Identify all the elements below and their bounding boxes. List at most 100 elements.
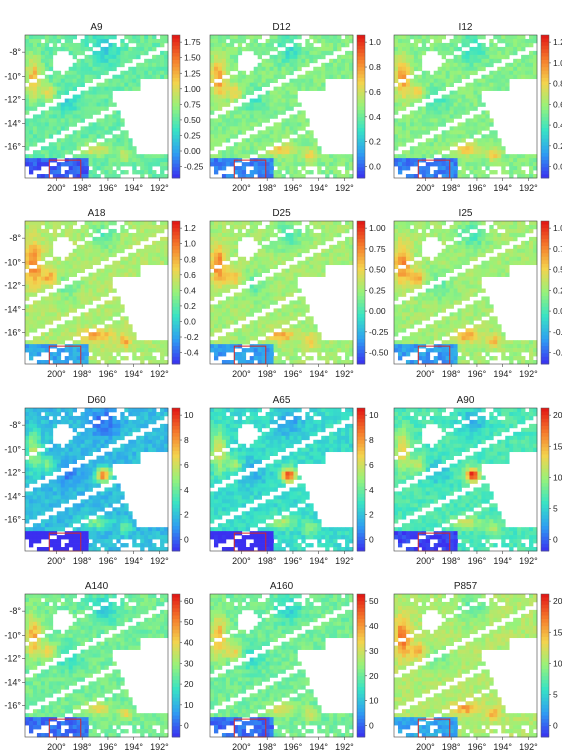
heatmap-cell: [321, 46, 326, 52]
heatmap-cell: [221, 62, 227, 68]
colorbar-segment: [172, 335, 180, 340]
heatmap-cell: [281, 280, 286, 285]
heatmap-cell: [425, 154, 431, 159]
heatmap-cell: [441, 50, 446, 56]
heatmap-cell: [156, 360, 161, 365]
heatmap-cell: [265, 150, 270, 155]
heatmap-cell: [128, 138, 133, 143]
heatmap-cell: [297, 300, 302, 305]
heatmap-cell: [88, 98, 93, 103]
heatmap-cell: [229, 300, 235, 305]
heatmap-cell: [233, 62, 239, 68]
heatmap-cell: [136, 42, 141, 48]
heatmap-cell: [321, 224, 326, 230]
heatmap-cell: [265, 300, 270, 305]
heatmap-cell: [345, 162, 350, 167]
heatmap-cell: [136, 162, 141, 167]
heatmap-cell: [152, 340, 157, 345]
heatmap-cell: [88, 340, 93, 345]
heatmap-cell: [257, 292, 262, 297]
heatmap-cell: [513, 50, 518, 56]
heatmap-cell: [394, 228, 399, 234]
heatmap-cell: [461, 42, 466, 48]
colorbar-segment: [541, 120, 549, 125]
heatmap-cell: [116, 58, 121, 64]
heatmap-cell: [213, 134, 219, 139]
heatmap-cell: [317, 240, 322, 246]
heatmap-cell: [76, 154, 81, 159]
heatmap-cell: [32, 106, 38, 111]
heatmap-cell: [281, 340, 286, 345]
heatmap-cell: [44, 236, 50, 242]
heatmap-cell: [485, 122, 490, 127]
heatmap-cell: [345, 236, 350, 242]
heatmap-cell: [152, 221, 157, 226]
heatmap-cell: [301, 352, 306, 357]
heatmap-cell: [221, 94, 227, 99]
colorbar-frame: [356, 220, 366, 365]
heatmap-cell: [281, 122, 286, 127]
heatmap-cell: [221, 228, 227, 234]
heatmap-cell: [285, 256, 290, 262]
heatmap-cell: [297, 336, 302, 341]
heatmap-cell: [80, 58, 85, 64]
heatmap-cell: [337, 58, 342, 64]
heatmap-cell: [453, 110, 458, 115]
heatmap-cell: [265, 130, 270, 135]
heatmap-cell: [96, 122, 101, 127]
heatmap-cell: [289, 150, 294, 155]
heatmap-cell: [80, 150, 85, 155]
heatmap-cell: [128, 142, 133, 147]
heatmap-cell: [249, 106, 255, 111]
heatmap-cell: [394, 86, 399, 91]
heatmap-cell: [293, 312, 298, 317]
heatmap-cell: [469, 106, 474, 111]
heatmap-cell: [465, 54, 470, 60]
heatmap-cell: [148, 232, 153, 238]
x-tick-label: 192°: [335, 369, 354, 379]
heatmap-cell: [317, 154, 322, 159]
heatmap-cell: [217, 58, 223, 64]
heatmap-cell: [217, 324, 223, 329]
colorbar-segment: [357, 292, 365, 297]
heatmap-cell: [84, 336, 89, 341]
heatmap-cell: [513, 224, 518, 230]
heatmap-cell: [473, 221, 478, 226]
heatmap-cell: [88, 260, 93, 266]
heatmap-cell: [409, 150, 415, 155]
heatmap-cell: [233, 336, 239, 341]
colorbar-segment: [541, 106, 549, 111]
heatmap-cell: [305, 162, 310, 167]
heatmap-cell: [100, 50, 105, 56]
colorbar-segment: [172, 260, 180, 265]
heatmap-cell: [517, 154, 522, 159]
heatmap-cell: [160, 70, 165, 76]
y-tick-label: -8°: [9, 233, 21, 243]
heatmap-cell: [136, 264, 141, 270]
heatmap-cell: [132, 332, 137, 337]
heatmap-cell: [485, 138, 490, 143]
heatmap-cell: [329, 356, 334, 361]
heatmap-cell: [32, 336, 38, 341]
heatmap-cell: [417, 94, 423, 99]
heatmap-cell: [160, 344, 165, 349]
heatmap-cell: [469, 236, 474, 242]
heatmap-cell: [48, 264, 54, 270]
heatmap-cell: [108, 244, 113, 250]
x-tick-label: 200°: [47, 183, 66, 193]
heatmap-cell: [413, 221, 419, 226]
heatmap-cell: [237, 110, 243, 115]
heatmap-cell: [325, 232, 330, 238]
heatmap-cell: [48, 352, 54, 357]
colorbar-segment: [541, 60, 549, 64]
heatmap-cell: [76, 130, 81, 135]
heatmap-cell: [48, 94, 54, 99]
heatmap-cell: [213, 272, 219, 277]
heatmap-cell: [341, 248, 346, 254]
heatmap-cell: [293, 336, 298, 341]
heatmap-cell: [44, 221, 50, 226]
heatmap-cell: [421, 90, 427, 95]
heatmap-cell: [124, 316, 129, 321]
heatmap-cell: [285, 304, 290, 309]
